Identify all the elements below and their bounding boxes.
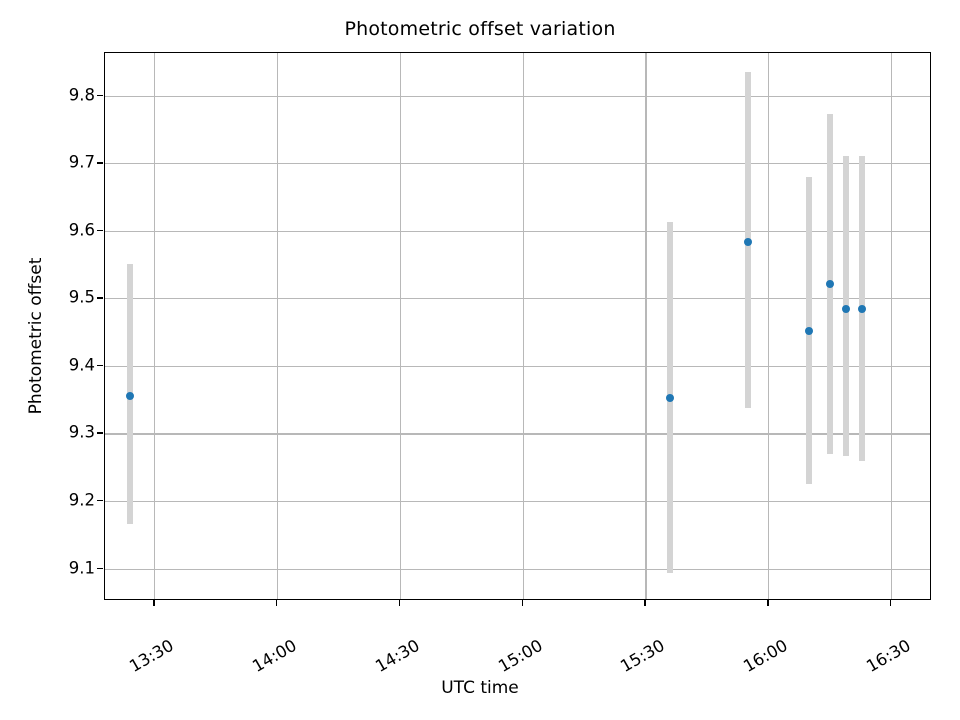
y-axis-tick-mark — [97, 500, 103, 502]
y-axis-tick-label: 9.4 — [68, 355, 95, 375]
gridline-horizontal — [105, 568, 930, 570]
gridline-horizontal — [105, 95, 930, 97]
y-axis-tick-label: 9.8 — [68, 85, 95, 105]
x-axis-tick-label: 14:30 — [372, 612, 464, 676]
y-axis-tick-mark — [97, 162, 103, 164]
y-axis-tick-label: 9.3 — [68, 422, 95, 442]
gridline-vertical — [645, 53, 647, 599]
x-axis-tick-mark — [890, 600, 892, 606]
y-axis-tick-mark — [97, 94, 103, 96]
x-axis-tick-label: 16:30 — [863, 612, 955, 676]
y-axis-tick-label: 9.7 — [68, 152, 95, 172]
chart-title: Photometric offset variation — [344, 18, 616, 40]
gridline-vertical — [154, 53, 156, 599]
y-axis-tick-label: 9.1 — [68, 558, 95, 578]
data-point — [743, 237, 752, 246]
y-axis-label: Photometric offset — [26, 257, 46, 415]
x-axis-label: UTC time — [441, 678, 519, 698]
x-axis-tick-label-text: 13:30 — [126, 635, 177, 677]
x-axis-tick-label: 15:30 — [618, 612, 710, 676]
gridline-vertical — [276, 53, 279, 599]
data-point — [125, 392, 134, 401]
y-axis-tick-labels: 9.1 9.2 9.3 9.4 9.5 9.6 9.7 9.8 — [0, 0, 95, 720]
gridline-horizontal — [105, 433, 930, 435]
x-axis-tick-mark — [275, 600, 278, 606]
x-axis-tick-label-text: 15:30 — [617, 635, 669, 677]
x-axis-tick-label: 15:00 — [495, 612, 587, 676]
x-axis-tick-mark — [521, 600, 523, 606]
x-axis-tick-label-text: 16:30 — [863, 635, 914, 677]
data-point — [842, 305, 851, 314]
gridline-vertical — [522, 53, 524, 599]
x-axis-tick-label-text: 16:00 — [740, 635, 792, 677]
x-axis-tick-label-text: 15:00 — [494, 635, 546, 677]
gridline-horizontal — [105, 501, 930, 503]
data-point — [665, 393, 674, 402]
y-axis-tick-label: 9.5 — [68, 287, 95, 307]
data-point — [805, 327, 814, 336]
y-axis-tick-label: 9.6 — [68, 220, 95, 240]
gridline-vertical — [891, 53, 893, 599]
gridline-horizontal — [105, 298, 930, 300]
x-axis-tick-label: 13:30 — [126, 612, 218, 676]
x-axis-tick-mark — [398, 600, 401, 606]
y-axis-tick-mark — [97, 432, 103, 434]
x-axis-tick-label: 14:00 — [249, 612, 341, 676]
y-axis-tick-mark — [97, 229, 103, 232]
gridline-horizontal — [105, 365, 930, 368]
y-axis-tick-mark — [97, 297, 103, 299]
gridline-vertical — [399, 53, 401, 599]
x-axis-tick-label: 16:00 — [740, 612, 833, 676]
x-axis-tick-mark — [767, 600, 769, 606]
x-axis-tick-label-text: 14:00 — [249, 635, 300, 677]
gridline-vertical — [768, 53, 770, 599]
x-axis-tick-mark — [644, 600, 646, 606]
y-axis-tick-mark — [97, 364, 103, 367]
data-point — [858, 305, 867, 314]
y-axis-tick-label: 9.2 — [68, 490, 95, 510]
plot-area — [104, 52, 931, 600]
y-axis-tick-mark — [97, 567, 103, 569]
data-point — [825, 280, 834, 289]
x-axis-tick-mark — [153, 600, 155, 606]
gridline-horizontal — [105, 230, 930, 232]
x-axis-tick-label-text: 14:30 — [371, 635, 423, 677]
gridline-horizontal — [105, 163, 930, 165]
